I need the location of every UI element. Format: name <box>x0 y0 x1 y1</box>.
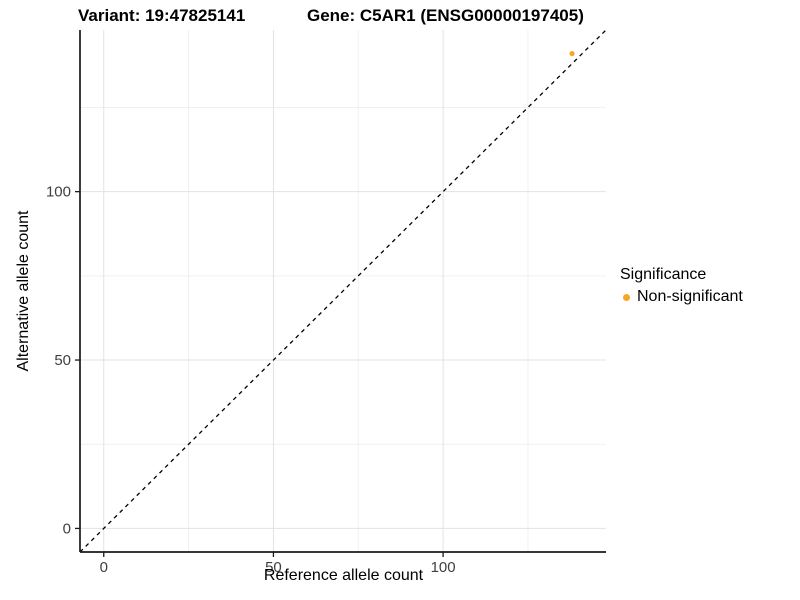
y-tick-label: 100 <box>46 184 71 201</box>
y-axis-title: Alternative allele count <box>15 210 32 372</box>
y-tick-label: 50 <box>54 352 71 369</box>
data-point <box>569 50 575 57</box>
legend-item-non-significant: Non-significant <box>620 288 743 306</box>
identity-dashed-line <box>79 29 607 553</box>
y-tick-label: 0 <box>63 520 71 537</box>
x-tick-label: 0 <box>100 559 108 576</box>
x-tick-label: 100 <box>431 559 456 576</box>
legend-title: Significance <box>620 266 707 283</box>
legend-point-icon <box>623 293 630 301</box>
legend: Significance Non-significant <box>620 266 743 306</box>
x-tick-label: 50 <box>265 559 282 576</box>
gene-title: Gene: C5AR1 (ENSG00000197405) <box>307 6 584 25</box>
x-axis-title: Reference allele count <box>263 567 424 584</box>
legend-item-label: Non-significant <box>637 288 743 305</box>
variant-title: Variant: 19:47825141 <box>78 6 246 25</box>
